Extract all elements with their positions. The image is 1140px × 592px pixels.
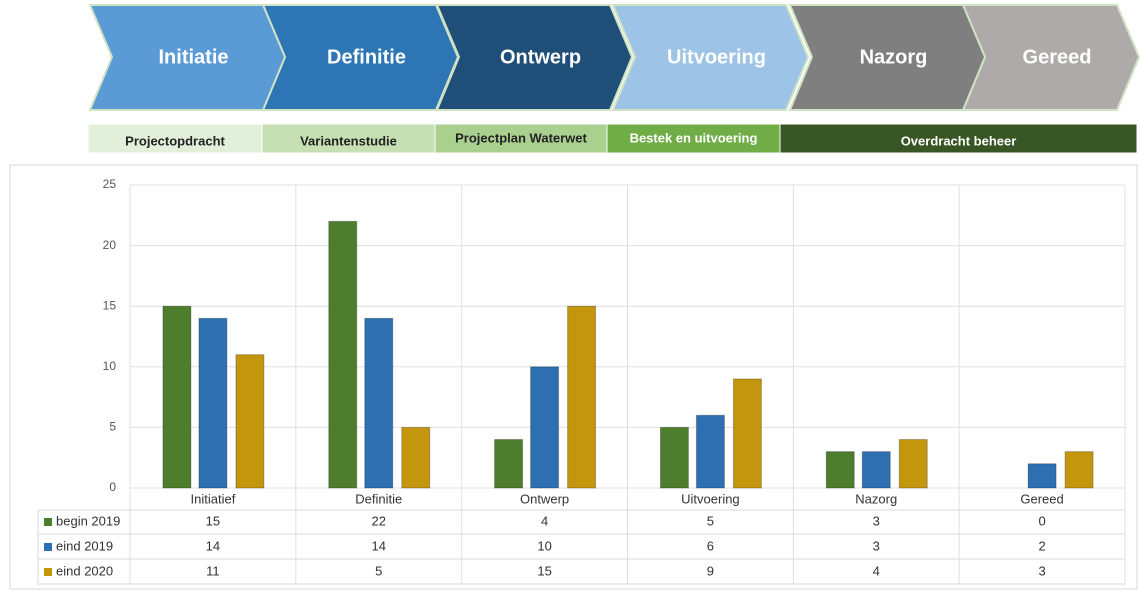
phase-label: Nazorg (860, 46, 928, 68)
table-value: 14 (206, 538, 220, 553)
bar (695, 414, 725, 489)
bar (494, 439, 524, 489)
bar (732, 378, 762, 489)
y-tick-label: 20 (103, 238, 117, 252)
table-value: 11 (206, 563, 220, 578)
phase-label: Ontwerp (500, 46, 581, 68)
bar (1027, 463, 1057, 489)
bar (328, 220, 358, 489)
y-tick-label: 25 (103, 177, 117, 191)
legend-label: eind 2019 (56, 538, 113, 553)
stage-box (261, 123, 436, 154)
y-tick-label: 5 (109, 420, 116, 434)
table-value: 6 (707, 538, 714, 553)
legend-key (44, 543, 52, 551)
table-value: 5 (375, 563, 382, 578)
x-tick-label: Gereed (1020, 491, 1063, 506)
x-tick-label: Nazorg (855, 491, 897, 506)
bar (825, 451, 855, 489)
table-value: 0 (1038, 513, 1045, 528)
bar (235, 354, 265, 489)
table-value: 2 (1038, 538, 1045, 553)
table-value: 3 (873, 538, 880, 553)
bar (530, 366, 560, 489)
legend-key (44, 568, 52, 576)
bar (401, 426, 431, 489)
legend-label: begin 2019 (56, 513, 120, 528)
table-value: 22 (372, 513, 386, 528)
bar (567, 305, 597, 489)
table-value: 9 (707, 563, 714, 578)
phase-chevron (88, 4, 287, 111)
phase-label: Gereed (1023, 46, 1092, 68)
bar (659, 426, 689, 489)
stage-box (87, 123, 263, 154)
phase-label: Definitie (327, 46, 406, 68)
stage-label: Overdracht beheer (901, 133, 1017, 148)
legend-label: eind 2020 (56, 563, 113, 578)
phase-label: Initiatie (158, 46, 228, 68)
x-tick-label: Ontwerp (520, 491, 569, 506)
x-tick-label: Initiatief (191, 491, 236, 506)
stage-box (779, 123, 1138, 154)
table-value: 15 (537, 563, 551, 578)
bar (364, 317, 394, 489)
stage-label: Variantenstudie (300, 133, 397, 148)
table-value: 4 (873, 563, 880, 578)
x-tick-label: Uitvoering (681, 491, 740, 506)
table-value: 3 (1038, 563, 1045, 578)
stage-label: Projectopdracht (125, 133, 225, 148)
bar (898, 439, 928, 489)
y-tick-label: 15 (103, 298, 117, 312)
bar (861, 451, 891, 489)
table-value: 15 (206, 513, 220, 528)
table-value: 4 (541, 513, 548, 528)
y-tick-label: 10 (103, 359, 117, 373)
bar (1064, 451, 1094, 489)
table-value: 5 (707, 513, 714, 528)
phase-chevron (788, 4, 987, 111)
table-value: 3 (873, 513, 880, 528)
phase-label: Uitvoering (667, 46, 766, 68)
bar (198, 317, 228, 489)
stage-box (606, 123, 781, 154)
y-tick-label: 0 (109, 480, 116, 494)
table-value: 14 (372, 538, 386, 553)
stage-label: Projectplan Waterwet (455, 130, 587, 145)
table-value: 10 (537, 538, 551, 553)
stage-label: Bestek en uitvoering (630, 130, 758, 145)
legend-key (44, 518, 52, 526)
x-tick-label: Definitie (355, 491, 402, 506)
phase-chevron (611, 4, 810, 111)
bar (162, 305, 192, 489)
